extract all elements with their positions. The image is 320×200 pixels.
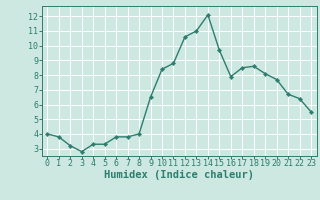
X-axis label: Humidex (Indice chaleur): Humidex (Indice chaleur) <box>104 170 254 180</box>
